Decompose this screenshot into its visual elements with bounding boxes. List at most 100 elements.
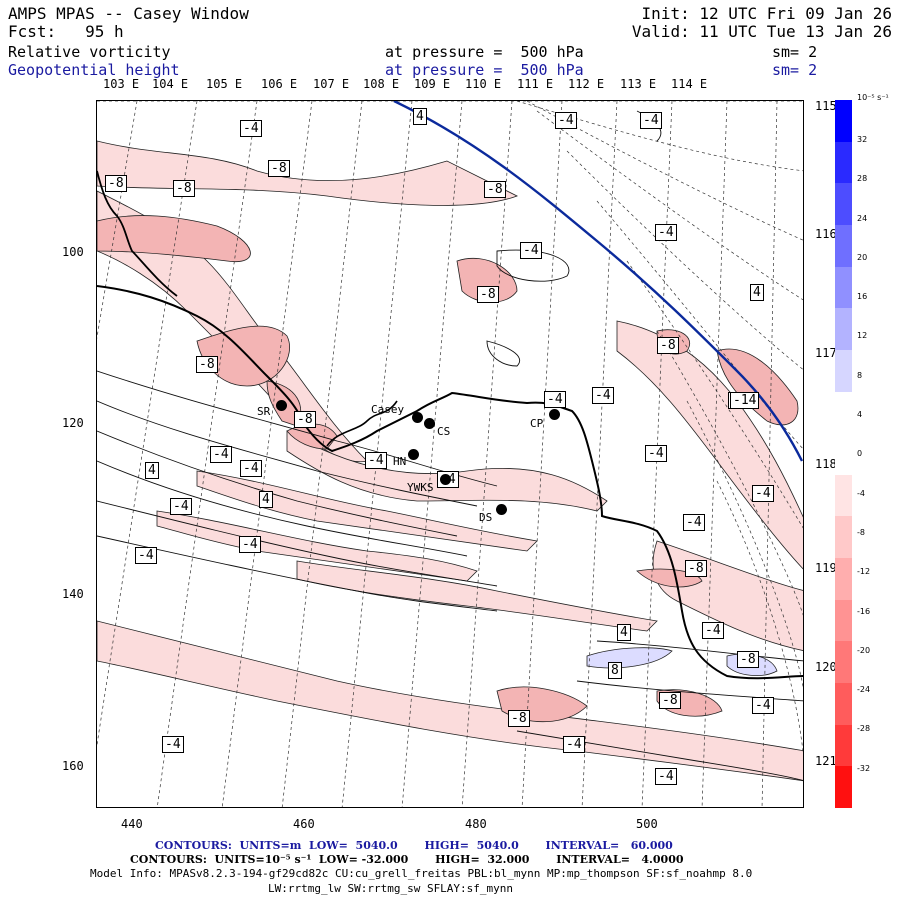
x-axis-tick-label: 480 [465,817,487,831]
contour-label: -8 [659,692,681,709]
y-axis-tick-label: 100 [62,245,84,259]
geopotential-contour [393,101,803,462]
contour-label: 4 [617,624,631,641]
colorbar-units: 10⁻⁵ s⁻¹ [857,93,889,102]
colorbar-tick-label: 4 [857,410,863,420]
top-longitude-label: 104 E [152,77,189,91]
colorbar-tick-label: 12 [857,331,868,341]
contour-label: -4 [683,514,705,531]
station-label: Casey [371,403,405,416]
contour-label: -8 [105,175,127,192]
field1-level: at pressure = 500 hPa [385,43,584,61]
colorbar-segment [835,724,852,767]
contour-label: -4 [645,445,667,462]
station-marker[interactable] [424,418,435,429]
station-marker[interactable] [408,449,419,460]
coastline-west [97,170,178,297]
contour-label: -8 [657,337,679,354]
colorbar-segment [835,433,852,476]
map-plot[interactable] [96,100,804,808]
colorbar-segment [835,141,852,184]
y-axis-tick-label: 140 [62,587,84,601]
station-marker[interactable] [549,409,560,420]
contour-label: -4 [655,224,677,241]
station-marker[interactable] [276,400,287,411]
contour-label: -4 [555,112,577,129]
station-label: CS [437,425,451,438]
contour-label: -4 [239,536,261,553]
coastline [97,285,803,680]
colorbar-tick-label: 16 [857,292,868,302]
footer-vorticity-contours: CONTOURS: UNITS=10⁻⁵ s⁻¹ LOW= -32.000 HI… [130,853,684,866]
colorbar-segment [835,349,852,393]
y-axis-tick-label: 160 [62,759,84,773]
contour-label: -8 [294,411,316,428]
contour-label: -4 [544,391,566,408]
top-longitude-label: 108 E [363,77,400,91]
colorbar-tick-label: -20 [857,645,871,655]
contour-label: 8 [608,662,622,679]
colorbar-tick-label: 0 [857,449,863,459]
x-axis-tick-label: 460 [293,817,315,831]
colorbar-segment [835,766,852,809]
contour-label: -8 [196,356,218,373]
contour-label: -4 [563,736,585,753]
colorbar-segment [835,516,852,559]
contour-label: -8 [477,286,499,303]
contour-label: -8 [484,181,506,198]
station-marker[interactable] [412,412,423,423]
colorbar-tick-label: 24 [857,213,868,223]
contour-label: -8 [737,651,759,668]
contour-label: -8 [508,710,530,727]
colorbar-tick-label: 20 [857,252,868,262]
contour-label: -4 [752,697,774,714]
colorbar [835,100,852,809]
colorbar-segment [835,474,852,517]
field2-name: Geopotential height [8,61,180,79]
colorbar-tick-label: -24 [857,685,871,695]
station-label: YWKS [407,481,434,494]
colorbar-segment [835,683,852,726]
vorticity-contours [97,110,803,781]
map-svg [97,101,803,807]
colorbar-segment [835,183,852,226]
colorbar-tick-label: 32 [857,135,868,144]
latitude-lines [97,101,803,755]
field2-smooth: sm= 2 [772,61,818,79]
station-marker[interactable] [440,474,451,485]
field2-level: at pressure = 500 hPa [385,61,584,79]
contour-label: -14 [730,392,760,409]
contour-label: -4 [592,387,614,404]
top-longitude-label: 111 E [517,77,554,91]
top-longitude-label: 110 E [465,77,502,91]
station-label: DS [479,511,493,524]
colorbar-segment [835,558,852,601]
colorbar-tick-label: -28 [857,724,871,734]
contour-label: -4 [520,242,542,259]
station-label: HN [393,455,407,468]
contour-label: -4 [640,112,662,129]
x-axis-tick-label: 440 [121,817,143,831]
colorbar-segment [835,266,852,309]
colorbar-tick-label: 28 [857,174,868,184]
plot-title: AMPS MPAS -- Casey Window [8,4,249,23]
y-axis-tick-label: 120 [62,416,84,430]
contour-label: -4 [365,452,387,469]
init-time: Init: 12 UTC Fri 09 Jan 26 [641,4,892,23]
contour-label: -4 [240,120,262,137]
top-longitude-label: 112 E [568,77,605,91]
top-longitude-label: 105 E [206,77,243,91]
valid-time: Valid: 11 UTC Tue 13 Jan 26 [631,22,892,41]
colorbar-tick-label: -16 [857,606,871,616]
top-longitude-label: 113 E [620,77,657,91]
station-marker[interactable] [496,504,507,515]
contour-label: -4 [655,768,677,785]
forecast-hour: Fcst: 95 h [8,22,124,41]
x-axis-tick-label: 500 [636,817,658,831]
colorbar-segment [835,100,852,143]
colorbar-tick-label: -32 [857,763,871,773]
colorbar-tick-label: -4 [857,488,865,498]
colorbar-segment [835,391,852,434]
station-label: SR [257,405,271,418]
coastline-inlet [326,400,398,447]
